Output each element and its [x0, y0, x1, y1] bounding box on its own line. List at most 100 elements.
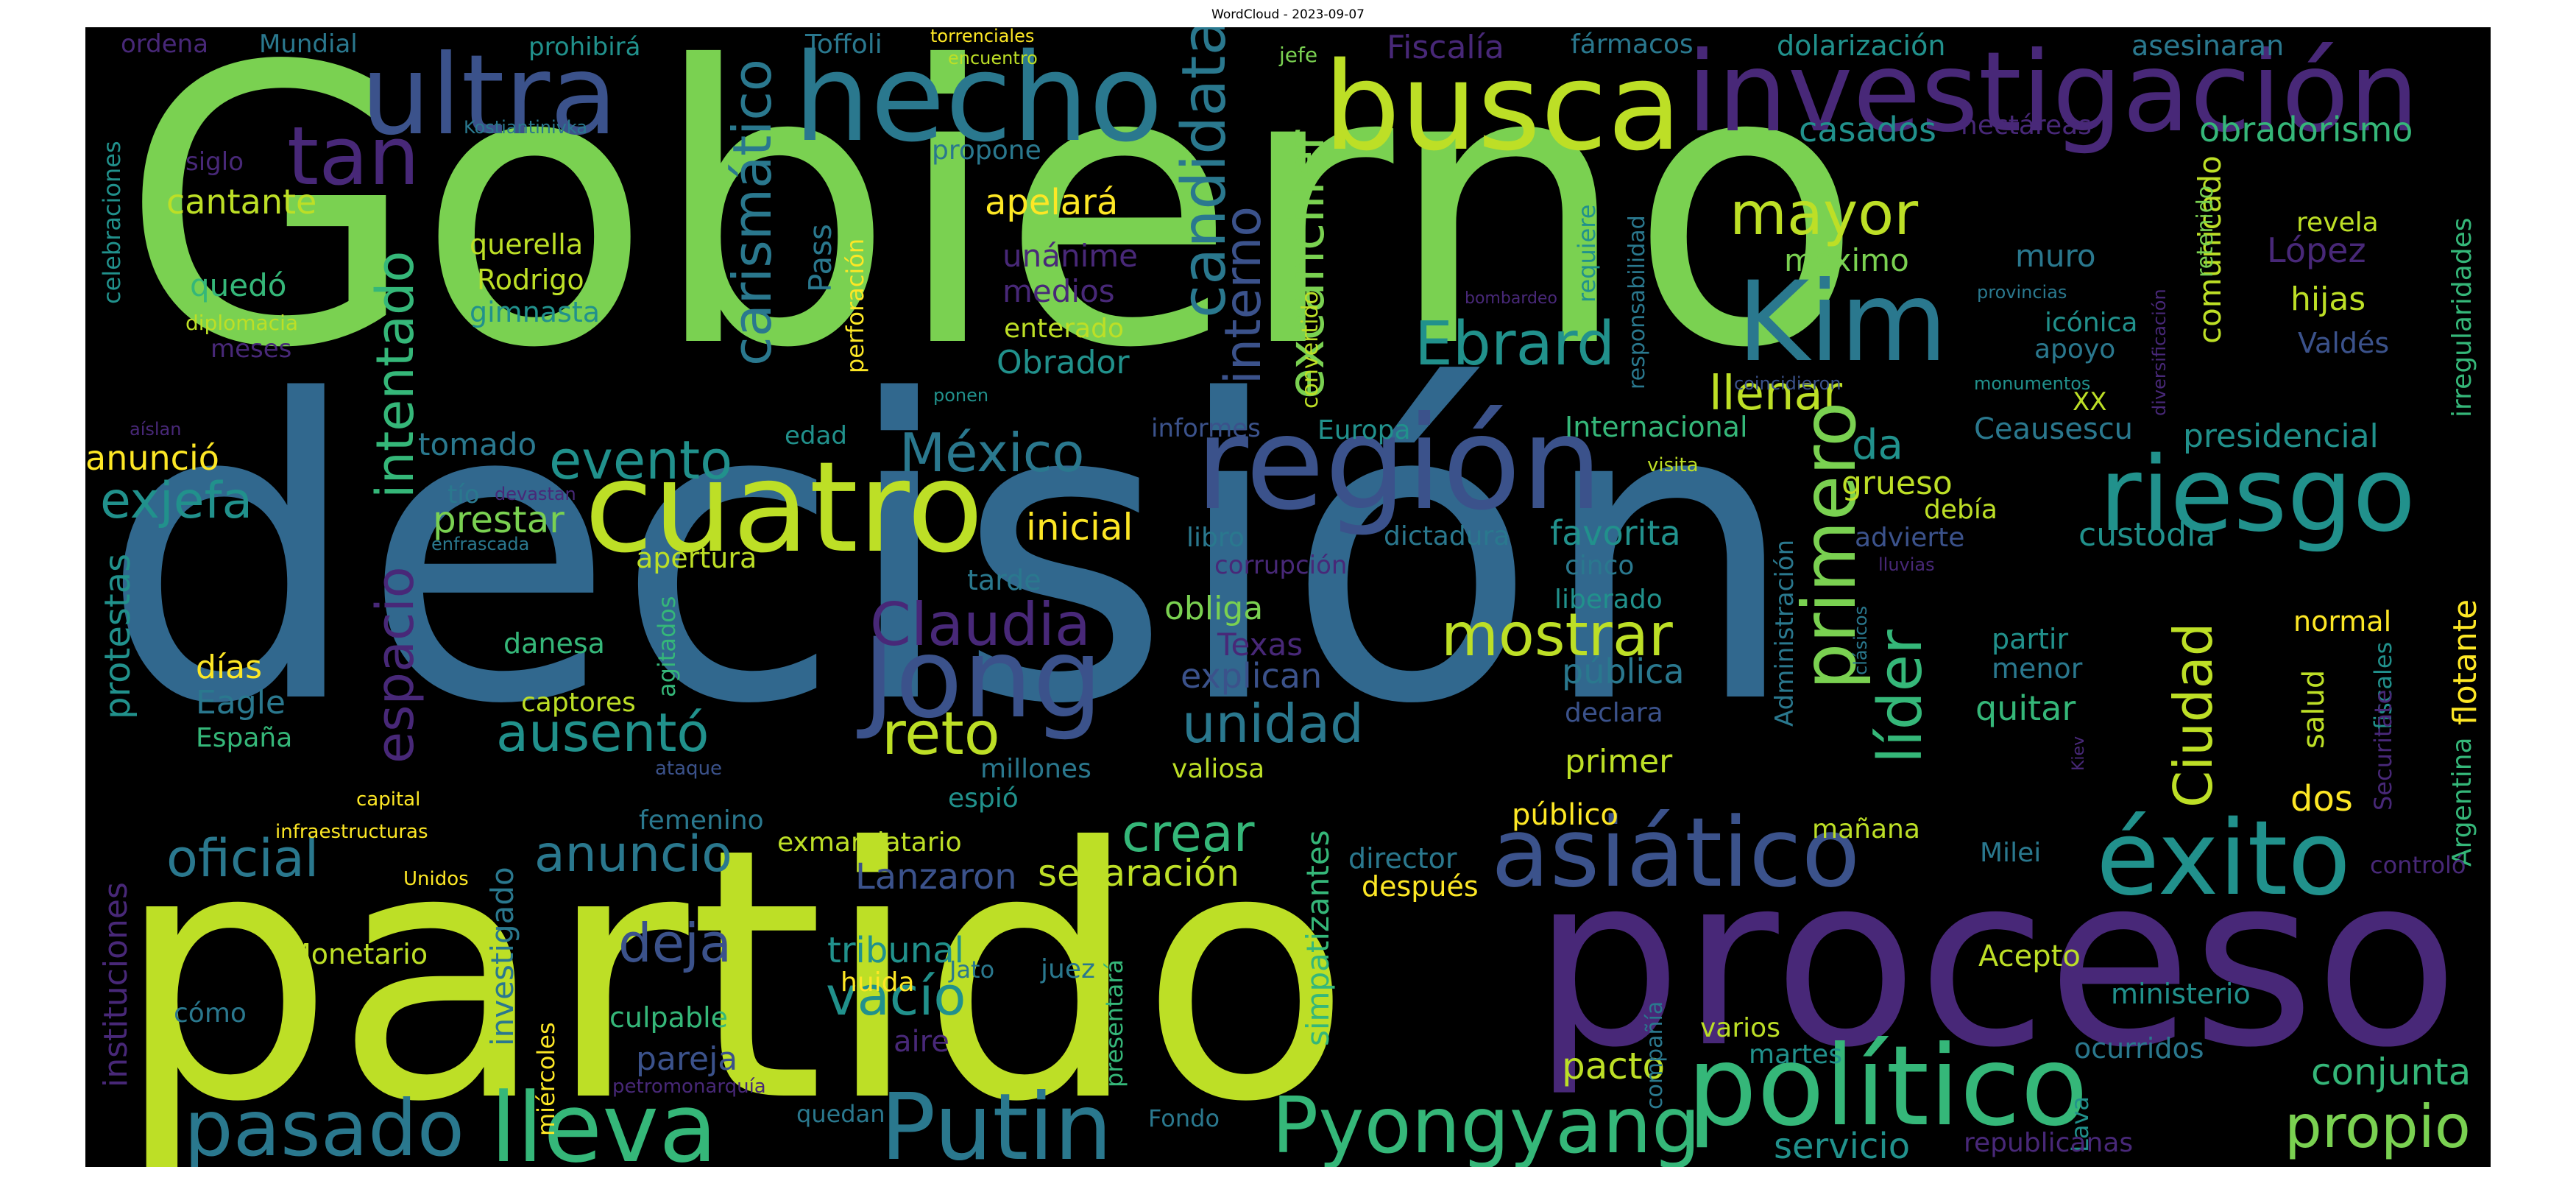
word: irregularidades: [2447, 217, 2477, 417]
word: Administración: [1770, 539, 1800, 727]
word: republicanas: [1964, 1128, 2134, 1158]
word: vacío: [826, 965, 966, 1027]
word: flotante: [2446, 599, 2484, 725]
word: aíslan: [130, 419, 182, 440]
word: asesinaran: [2131, 29, 2285, 62]
word-cloud: Gobierno decisión partido proceso invest…: [85, 27, 2491, 1167]
word: riesgo: [2099, 435, 2416, 555]
word: hecho: [793, 27, 1164, 169]
word: mostrar: [1441, 601, 1673, 669]
word: XX: [2073, 387, 2107, 417]
word: ocurridos: [2074, 1032, 2204, 1065]
word: controló: [2370, 851, 2466, 879]
word: unidad: [1182, 693, 1364, 755]
word: Gobierno: [121, 27, 1864, 431]
word: crear: [1122, 803, 1255, 864]
word: Toffoli: [805, 29, 882, 60]
word: líder: [1866, 629, 1936, 763]
word: informes: [1151, 414, 1261, 443]
word: corrupción: [1214, 551, 1348, 580]
word: primer: [1565, 743, 1673, 780]
word: ponen: [933, 385, 989, 406]
word: revela: [2296, 208, 2379, 238]
word: separación: [1038, 852, 1240, 895]
word: visita: [1647, 454, 1699, 476]
word: huida: [841, 967, 915, 998]
word: partido: [115, 775, 1352, 1167]
word: Monetario: [287, 938, 428, 970]
word: público: [1512, 798, 1618, 832]
word: pareja: [636, 1040, 738, 1078]
word: México: [899, 422, 1085, 484]
word: pasado: [184, 1084, 464, 1168]
word: Eagle: [196, 684, 286, 722]
word: quitar: [1975, 688, 2076, 728]
word: tío: [447, 480, 480, 509]
word: enterado: [1004, 314, 1124, 344]
word: mayor: [1730, 180, 1919, 248]
word: Unidos: [403, 868, 469, 890]
word: Acepto: [1978, 939, 2081, 973]
word: dictadura: [1384, 521, 1510, 551]
word: varios: [1700, 1013, 1780, 1043]
word: tribunal: [827, 930, 964, 971]
word: Ebrard: [1415, 309, 1616, 379]
word: éxito: [2096, 799, 2351, 919]
word: proceso: [1532, 825, 2459, 1099]
word: conjunta: [2311, 1051, 2471, 1093]
word: advierte: [1855, 523, 1965, 553]
word: prestar: [433, 498, 565, 541]
word: busca: [1323, 36, 1682, 177]
word: propone: [932, 135, 1041, 166]
word: ultra: [361, 32, 618, 160]
word: cinco: [1565, 551, 1635, 581]
chart-title: WordCloud - 2023-09-07: [1211, 7, 1365, 22]
word: Pyongyang: [1272, 1081, 1701, 1167]
word: casados: [1799, 110, 1936, 149]
word: enfrascada: [431, 534, 530, 554]
word: días: [196, 649, 263, 686]
word: director: [1348, 842, 1457, 875]
word: lluvias: [1878, 554, 1935, 575]
word: llenar: [1709, 367, 1843, 421]
word: agitados: [653, 596, 681, 697]
word: Putin: [880, 1074, 1113, 1167]
word: interno: [1214, 206, 1273, 384]
word: Securitate: [2369, 689, 2397, 811]
word: quedó: [190, 267, 287, 303]
word: petromonarquía: [612, 1076, 766, 1098]
word: dos: [2290, 778, 2353, 819]
word: apelará: [985, 182, 1119, 223]
word: pública: [1562, 652, 1685, 691]
word: perforación: [841, 238, 869, 373]
word: ordena: [121, 29, 209, 59]
word: Jong: [863, 615, 1103, 743]
word: Lanzaron: [855, 856, 1017, 897]
word: Valdés: [2298, 327, 2390, 359]
word: normal: [2293, 605, 2392, 638]
word: fármacos: [1571, 29, 1694, 60]
word: hectáreas: [1961, 110, 2092, 141]
word: jefe: [1279, 43, 1318, 67]
word: Kim: [1737, 258, 1948, 387]
word: tan: [287, 109, 420, 203]
word: Claudia: [870, 590, 1091, 659]
word: debía: [1924, 495, 1998, 525]
word: meses: [210, 334, 292, 364]
word: coincidieron: [1734, 373, 1841, 394]
word: encuentro: [948, 48, 1038, 68]
word: juez: [1041, 954, 1095, 984]
word: anuncio: [534, 825, 732, 884]
word: Pass: [802, 224, 838, 292]
word: salud: [2297, 669, 2331, 749]
word: intentado: [365, 250, 425, 498]
word: muro: [2015, 238, 2096, 274]
word: lleva: [490, 1072, 718, 1167]
word: millones: [980, 754, 1091, 784]
word: cómo: [174, 998, 247, 1029]
word: tomado: [418, 426, 537, 462]
word: miércoles: [532, 1022, 560, 1136]
word: grueso: [1841, 465, 1953, 502]
word: partir: [1992, 623, 2069, 655]
word: servicio: [1774, 1126, 1911, 1167]
